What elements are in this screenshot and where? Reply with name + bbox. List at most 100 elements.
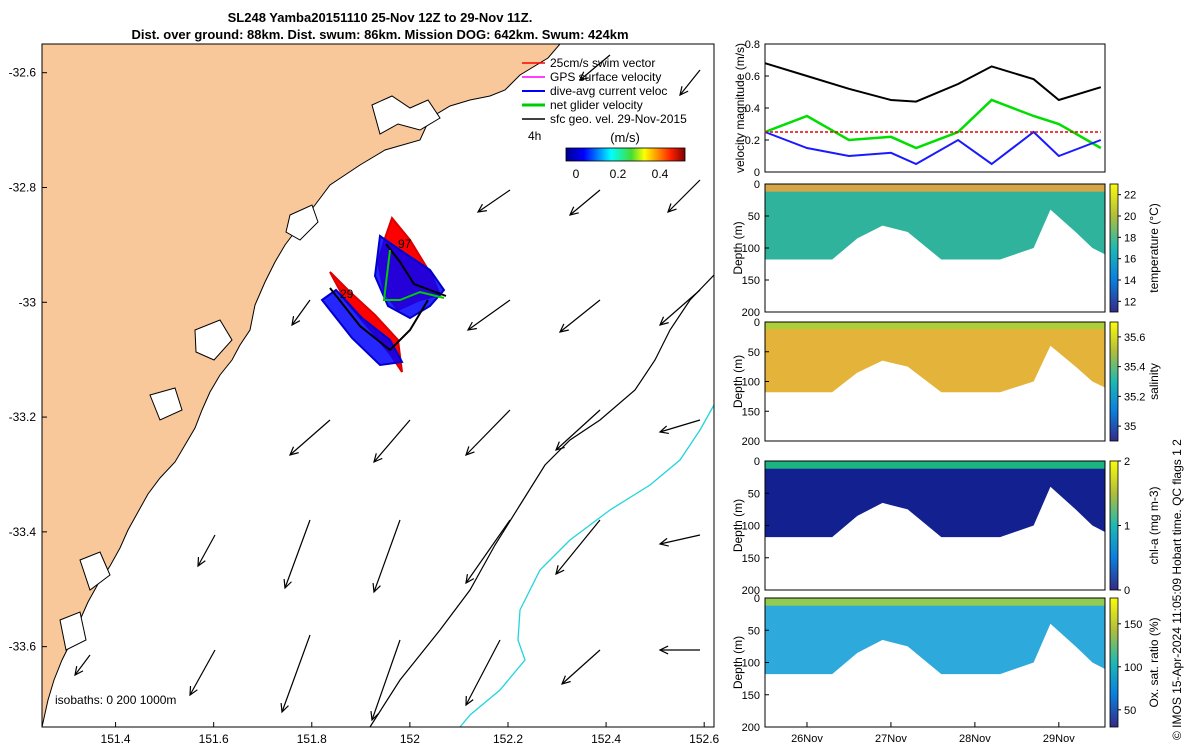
dive-label-29: 29 <box>340 287 354 301</box>
map-xtick-label: 151.8 <box>297 732 327 746</box>
section-surface-band <box>765 184 1105 192</box>
velocity-ytick-label: 0.4 <box>745 103 760 115</box>
colorbar-label: temperature (°C) <box>1147 203 1161 293</box>
geo-velocity-arrow <box>288 419 331 456</box>
depth-axis-label: Depth (m) <box>731 221 745 274</box>
section-data-area <box>765 598 1105 675</box>
geo-velocity-arrow <box>568 189 601 216</box>
velocity-series-line <box>764 98 1102 150</box>
geo-velocity-arrow <box>658 419 701 435</box>
velocity-series-line <box>764 130 1102 166</box>
map-xtick-label: 151.6 <box>199 732 229 746</box>
map-ytick-label: -33.2 <box>9 410 37 424</box>
colorbar-label: Ox. sat. ratio (%) <box>1147 617 1161 707</box>
colorbar-label: chl-a (mg m-3) <box>1147 486 1161 564</box>
depth-tick-label: 200 <box>742 585 760 597</box>
section-panel-3: 0 50 100 150 200 Depth (m) 0 1 2 chl-a (mg m-3) <box>731 456 1161 597</box>
section-colorbar <box>1109 321 1119 442</box>
section-data-area <box>765 322 1105 393</box>
velocity-panel: 0 0.2 0.4 0.6 0.8 velocity magnitude (m/s) <box>733 39 1106 179</box>
geo-velocity-arrow <box>283 519 311 590</box>
time-tick-label: 27Nov <box>875 733 907 745</box>
geo-velocity-arrow <box>558 299 601 333</box>
geo-velocity-arrow <box>554 409 601 451</box>
colorbar-tick-label: 1 <box>1124 521 1130 533</box>
dive-label-97: 97 <box>398 237 412 251</box>
map-ytick-label: -32.6 <box>9 66 37 80</box>
map-ytick-label: -32.8 <box>9 180 37 194</box>
geo-velocity-arrow <box>555 519 601 576</box>
geo-velocity-arrow <box>667 179 701 213</box>
section-colorbar <box>1109 597 1119 728</box>
depth-tick-label: 100 <box>742 521 760 533</box>
geo-velocity-arrow <box>370 639 401 722</box>
colorbar-tick-label: 22 <box>1124 190 1136 202</box>
depth-axis-label: Depth (m) <box>731 355 745 408</box>
depth-tick-label: 50 <box>748 211 760 223</box>
geo-velocity-arrow <box>189 649 216 697</box>
geo-velocity-arrow <box>280 634 311 714</box>
figure-title-line2: Dist. over ground: 88km. Dist. swum: 86k… <box>131 27 629 42</box>
geo-velocity-arrow <box>658 534 701 547</box>
depth-tick-label: 0 <box>754 456 760 468</box>
map-ytick-label: -33.4 <box>9 525 37 539</box>
depth-tick-label: 50 <box>748 625 760 637</box>
map-x-ticks: 151.4 151.6 151.8 152 152.2 152.4 152.6 <box>101 722 720 746</box>
geo-velocity-arrow <box>465 409 511 456</box>
velocity-ytick-label: 0 <box>754 167 760 179</box>
section-panel-2: 0 50 100 150 200 Depth (m) 35 35.2 35.4 35.6 salin… <box>731 317 1161 448</box>
geo-velocity-arrow <box>465 639 501 707</box>
geo-velocity-arrow <box>197 534 216 568</box>
depth-axis-label: Depth (m) <box>731 499 745 552</box>
time-axis: 26Nov 27Nov 28Nov 29Nov <box>791 722 1075 745</box>
isobath-1000m <box>459 404 714 727</box>
depth-tick-label: 150 <box>742 275 760 287</box>
section-surface-band <box>765 461 1105 469</box>
map-ytick-label: -33.6 <box>9 640 37 654</box>
section-panel-1: 0 50 100 150 200 Depth (m) 12 14 16 18 20 22 tempera… <box>731 179 1161 319</box>
colorbar-tick-label: 35 <box>1124 421 1136 433</box>
map-legend: 25cm/s swim vector GPS surface velocity … <box>522 56 687 126</box>
velocity-ylabel: velocity magnitude (m/s) <box>733 43 747 173</box>
section-data-area <box>765 184 1105 260</box>
velocity-ytick-label: 0.2 <box>745 135 760 147</box>
map-cbar-tick-1: 0.2 <box>610 167 627 181</box>
map-colorbar-title: (m/s) <box>610 130 640 145</box>
geo-velocity-arrow <box>465 519 511 585</box>
depth-tick-label: 100 <box>742 377 760 389</box>
colorbar-tick-label: 14 <box>1124 275 1136 287</box>
colorbar-tick-label: 20 <box>1124 211 1136 223</box>
geo-velocity-arrow <box>74 654 91 677</box>
section-data-area <box>765 461 1105 538</box>
depth-tick-label: 150 <box>742 406 760 418</box>
depth-tick-label: 0 <box>754 179 760 191</box>
isobath-200m <box>369 274 714 727</box>
map-y-ticks: -32.6 -32.8 -33 -33.2 -33.4 -33.6 <box>9 66 47 654</box>
legend-current: dive-avg current veloc <box>550 84 667 98</box>
colorbar-tick-label: 18 <box>1124 232 1136 244</box>
section-colorbar <box>1109 460 1119 591</box>
geo-velocity-arrow <box>578 54 611 81</box>
depth-tick-label: 100 <box>742 243 760 255</box>
depth-tick-label: 150 <box>742 553 760 565</box>
velocity-ytick-label: 0.6 <box>745 71 760 83</box>
depth-tick-label: 100 <box>742 658 760 670</box>
legend-gps: GPS surface velocity <box>550 70 661 84</box>
depth-axis-label: Depth (m) <box>731 636 745 689</box>
figure-title-line1: SL248 Yamba20151110 25-Nov 12Z to 29-Nov… <box>227 10 533 25</box>
map-xtick-label: 152.4 <box>591 732 621 746</box>
glider-track <box>320 215 447 373</box>
colorbar-label: salinity <box>1147 363 1161 400</box>
map-xtick-label: 152.6 <box>689 732 719 746</box>
legend-net: net glider velocity <box>550 98 643 112</box>
time-tick-label: 26Nov <box>791 733 823 745</box>
land-mass <box>42 44 561 727</box>
depth-tick-label: 0 <box>754 593 760 605</box>
estuaries <box>59 95 441 651</box>
time-tick-label: 28Nov <box>959 733 991 745</box>
colorbar-tick-label: 0 <box>1124 585 1130 597</box>
depth-tick-label: 200 <box>742 436 760 448</box>
